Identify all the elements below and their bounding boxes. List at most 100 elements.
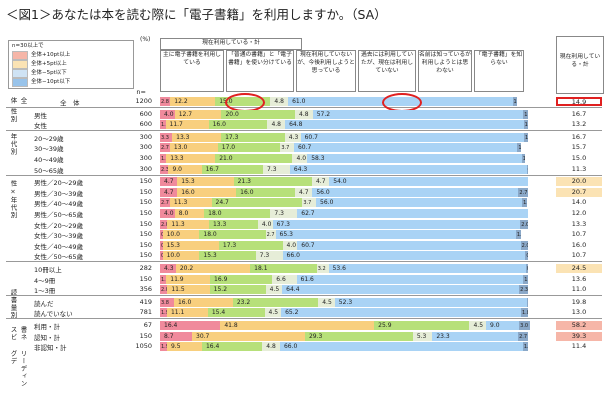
bar-segment: 7.3 (270, 209, 298, 218)
row-n: 150 (139, 251, 152, 260)
row-n: 300 (139, 164, 152, 173)
row-total-value: 10.7 (556, 230, 602, 240)
bar-value-label: 18.0 (203, 231, 217, 239)
bar-segment: 4.0 (160, 109, 175, 119)
bar-value-label: 24.7 (215, 199, 229, 207)
row-n: 150 (139, 198, 152, 207)
legend-swatch (12, 69, 28, 78)
bar-value-label: 65.2 (285, 309, 299, 317)
bar-segment: 1.0 (517, 143, 521, 153)
bar-segment: 30.7 (192, 331, 305, 341)
row-label: 男性／50〜65歳 (34, 211, 84, 219)
bar-segment: 1.3 (523, 274, 528, 284)
bar-segment: 1.3 (522, 198, 527, 208)
bar-segment: 65.2 (281, 308, 521, 318)
bar-value-label: 11.3 (173, 199, 188, 207)
bar-segment: 1.0 (521, 154, 526, 163)
bar-segment: 21.3 (233, 177, 312, 187)
row-n: 150 (139, 331, 152, 340)
bar-value-label: 17.3 (225, 133, 239, 141)
row-total-value: 20.0 (556, 177, 602, 187)
row-label: 男性／30〜39歳 (34, 189, 84, 198)
bar-segment: 9.0 (486, 321, 520, 330)
bar-segment: 0.7 (525, 251, 528, 261)
bar-segment: 64.3 (289, 164, 527, 174)
bar-segment: 4.8 (270, 97, 289, 106)
bar-value-label: 1.5 (161, 122, 166, 129)
bar-segment: 4.7 (160, 187, 178, 197)
bar-value-label: 8.0 (178, 210, 189, 217)
bar-segment: 0.3 (526, 164, 529, 174)
bar-segment: 5.3 (412, 331, 433, 341)
bar-segment: 4.8 (262, 342, 280, 352)
bar-value-label: 41.8 (224, 322, 238, 329)
bar-segment: 8.0 (174, 209, 205, 218)
chart-title: ＜図1＞あなたは本を読む際に「電子書籍」を利用しますか。（SA） (6, 7, 387, 22)
bar-segment: 0.7 (160, 240, 163, 250)
row-label: 女性／20〜29歳 (34, 221, 84, 230)
legend-swatch (12, 51, 28, 60)
group-separator (6, 295, 602, 297)
bar-value-label: 23.3 (436, 332, 450, 340)
bar-value-label: 4.8 (299, 110, 309, 118)
row-total-value: 14.9 (556, 97, 602, 106)
percent-unit-label: (%) (140, 36, 151, 43)
bar-segment: 17.3 (221, 132, 285, 142)
bar-value-label: 7.3 (259, 252, 270, 260)
bar-segment: 1.3 (523, 109, 528, 119)
bar-segment: 1.7 (160, 154, 167, 163)
bar-segment: 23.2 (232, 297, 319, 307)
bar-value-label: 11.3 (171, 220, 185, 228)
row-label: 非認知・計 (34, 344, 67, 353)
bar-segment: 8.7 (160, 331, 193, 341)
legend-label: 全体+10pt以上 (31, 52, 71, 58)
bar-segment: 15.3 (162, 240, 219, 250)
bar-segment: 0.2 (527, 297, 528, 307)
bar-value-label: 1.9 (161, 344, 167, 351)
bar-segment: 2.3 (519, 285, 528, 295)
bar-segment: 52.3 (334, 297, 528, 307)
legend-label: 全体+5pt以上 (31, 61, 67, 67)
bar-segment: 1.9 (160, 308, 167, 318)
bar-value-label: 4.5 (322, 298, 332, 306)
bar-segment: 1.0 (523, 132, 528, 142)
bar-value-label: 57.2 (316, 110, 331, 118)
bar-value-label: 17.0 (221, 144, 236, 152)
bar-segment: 29.3 (304, 331, 413, 341)
bar-value-label: 9.0 (172, 165, 182, 173)
bar-segment: 11.9 (166, 274, 211, 284)
bar-value-label: 0.7 (525, 253, 528, 259)
bar-value-label: 2.0 (161, 287, 167, 294)
bar-value-label: 4.0 (286, 241, 297, 249)
row-total-value: 15.7 (556, 143, 602, 153)
bar-segment: 16.4 (201, 342, 263, 352)
bar-value-label: 0.7 (160, 232, 163, 238)
bar-value-label: 4.0 (296, 155, 307, 162)
bar-value-label: 16.0 (212, 121, 226, 129)
bar-segment: 54.0 (329, 177, 528, 187)
bar-value-label: 60.7 (301, 241, 315, 249)
bar-value-label: 20.2 (179, 265, 194, 272)
bar-value-label: 0.3 (527, 167, 529, 173)
bar-segment: 2.8 (160, 97, 171, 106)
bar-segment: 60.7 (300, 132, 524, 142)
row-label: 20〜29歳 (34, 134, 64, 143)
bar-segment: 7.3 (263, 164, 290, 174)
bar-segment: 4.0 (257, 219, 273, 229)
bar-value-label: 1.3 (524, 111, 528, 118)
bar-segment: 1.2 (523, 120, 528, 130)
bar-segment: 64.4 (282, 285, 520, 295)
bar-value-label: 13.3 (170, 155, 184, 162)
bar-value-label: 60.7 (297, 144, 312, 152)
row-total-value: 10.7 (556, 251, 602, 261)
legend-item: 全体+5pt以上 (12, 60, 130, 69)
bar-value-label: 65.3 (279, 231, 293, 239)
bar-segment: 9.0 (168, 164, 202, 174)
bar-segment: 4.0 (292, 154, 308, 163)
bar-value-label: 21.3 (237, 178, 251, 186)
bar-value-label: 13.3 (212, 220, 227, 228)
bar-segment: 2.7 (160, 143, 170, 153)
legend-item: 全体−10pt以下 (12, 78, 130, 87)
bar-value-label: 2.7 (266, 232, 275, 239)
bar-value-label: 4.5 (473, 322, 484, 329)
